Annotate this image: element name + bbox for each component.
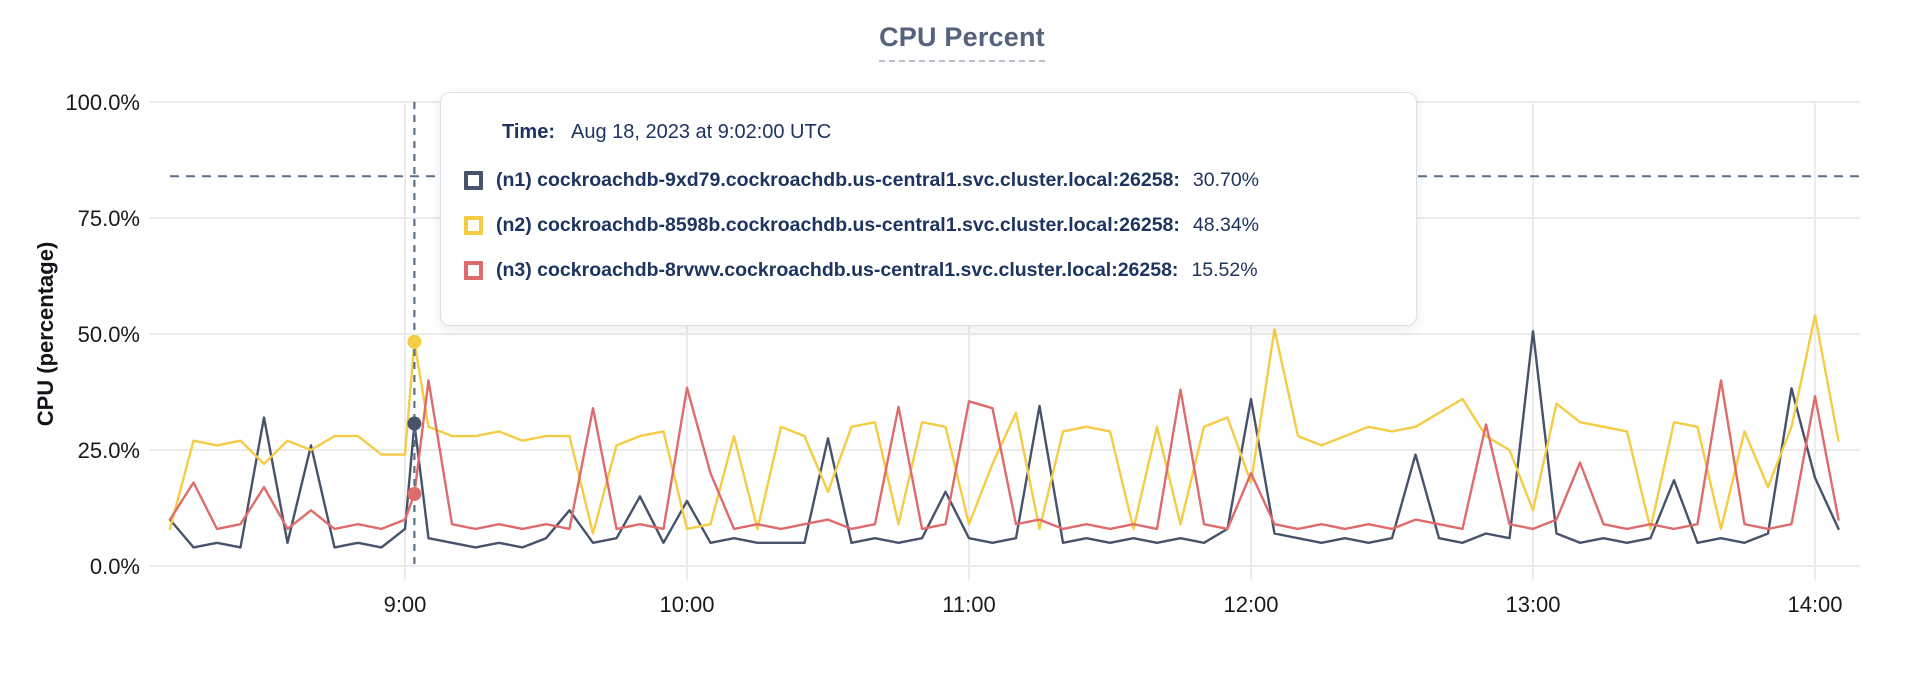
x-tick-label: 12:00 (1223, 592, 1278, 617)
chart-title[interactable]: CPU Percent (879, 22, 1045, 62)
tooltip-series-row: (n1) cockroachdb-9xd79.cockroachdb.us-ce… (464, 166, 1396, 194)
hover-tooltip: Time: Aug 18, 2023 at 9:02:00 UTC (n1) co… (440, 92, 1417, 326)
y-tick-label: 100.0% (65, 90, 140, 115)
y-tick-label: 25.0% (78, 438, 140, 463)
tooltip-time-value: Aug 18, 2023 at 9:02:00 UTC (570, 121, 832, 143)
tooltip-series-row: (n3) cockroachdb-8rvwv.cockroachdb.us-ce… (464, 256, 1396, 284)
x-tick-label: 9:00 (384, 592, 427, 617)
series-host-label: (n2) cockroachdb-8598b.cockroachdb.us-ce… (496, 214, 1180, 236)
y-tick-label: 75.0% (78, 206, 140, 231)
series-swatch-icon (464, 260, 483, 280)
tooltip-time-row: Time: Aug 18, 2023 at 9:02:00 UTC (502, 121, 1396, 144)
series-host-label: (n1) cockroachdb-9xd79.cockroachdb.us-ce… (496, 169, 1180, 191)
series-line-n3 (168, 379, 1840, 531)
x-tick-label: 11:00 (942, 592, 995, 617)
x-tick-label: 14:00 (1787, 592, 1842, 617)
series-host-label: (n3) cockroachdb-8rvwv.cockroachdb.us-ce… (496, 259, 1179, 281)
tooltip-series-row: (n2) cockroachdb-8598b.cockroachdb.us-ce… (464, 211, 1396, 239)
x-tick-label: 13:00 (1505, 592, 1560, 617)
hover-dot-n2 (407, 334, 422, 349)
series-swatch-icon (464, 170, 483, 190)
hover-dot-n3 (407, 486, 422, 501)
series-line-n1 (168, 330, 1840, 549)
y-tick-label: 50.0% (78, 322, 140, 347)
chart-header: CPU Percent (0, 22, 1924, 62)
series-line-n2 (168, 314, 1840, 535)
series-swatch-icon (464, 215, 483, 235)
series-value: 30.70% (1192, 169, 1260, 191)
series-value: 48.34% (1192, 214, 1260, 236)
tooltip-series-rows: (n1) cockroachdb-9xd79.cockroachdb.us-ce… (464, 166, 1396, 284)
series-value: 15.52% (1191, 259, 1258, 281)
x-tick-label: 10:00 (659, 592, 714, 617)
y-tick-label: 0.0% (90, 554, 140, 579)
tooltip-time-label: Time: (502, 121, 555, 143)
hover-dot-n1 (407, 416, 422, 431)
